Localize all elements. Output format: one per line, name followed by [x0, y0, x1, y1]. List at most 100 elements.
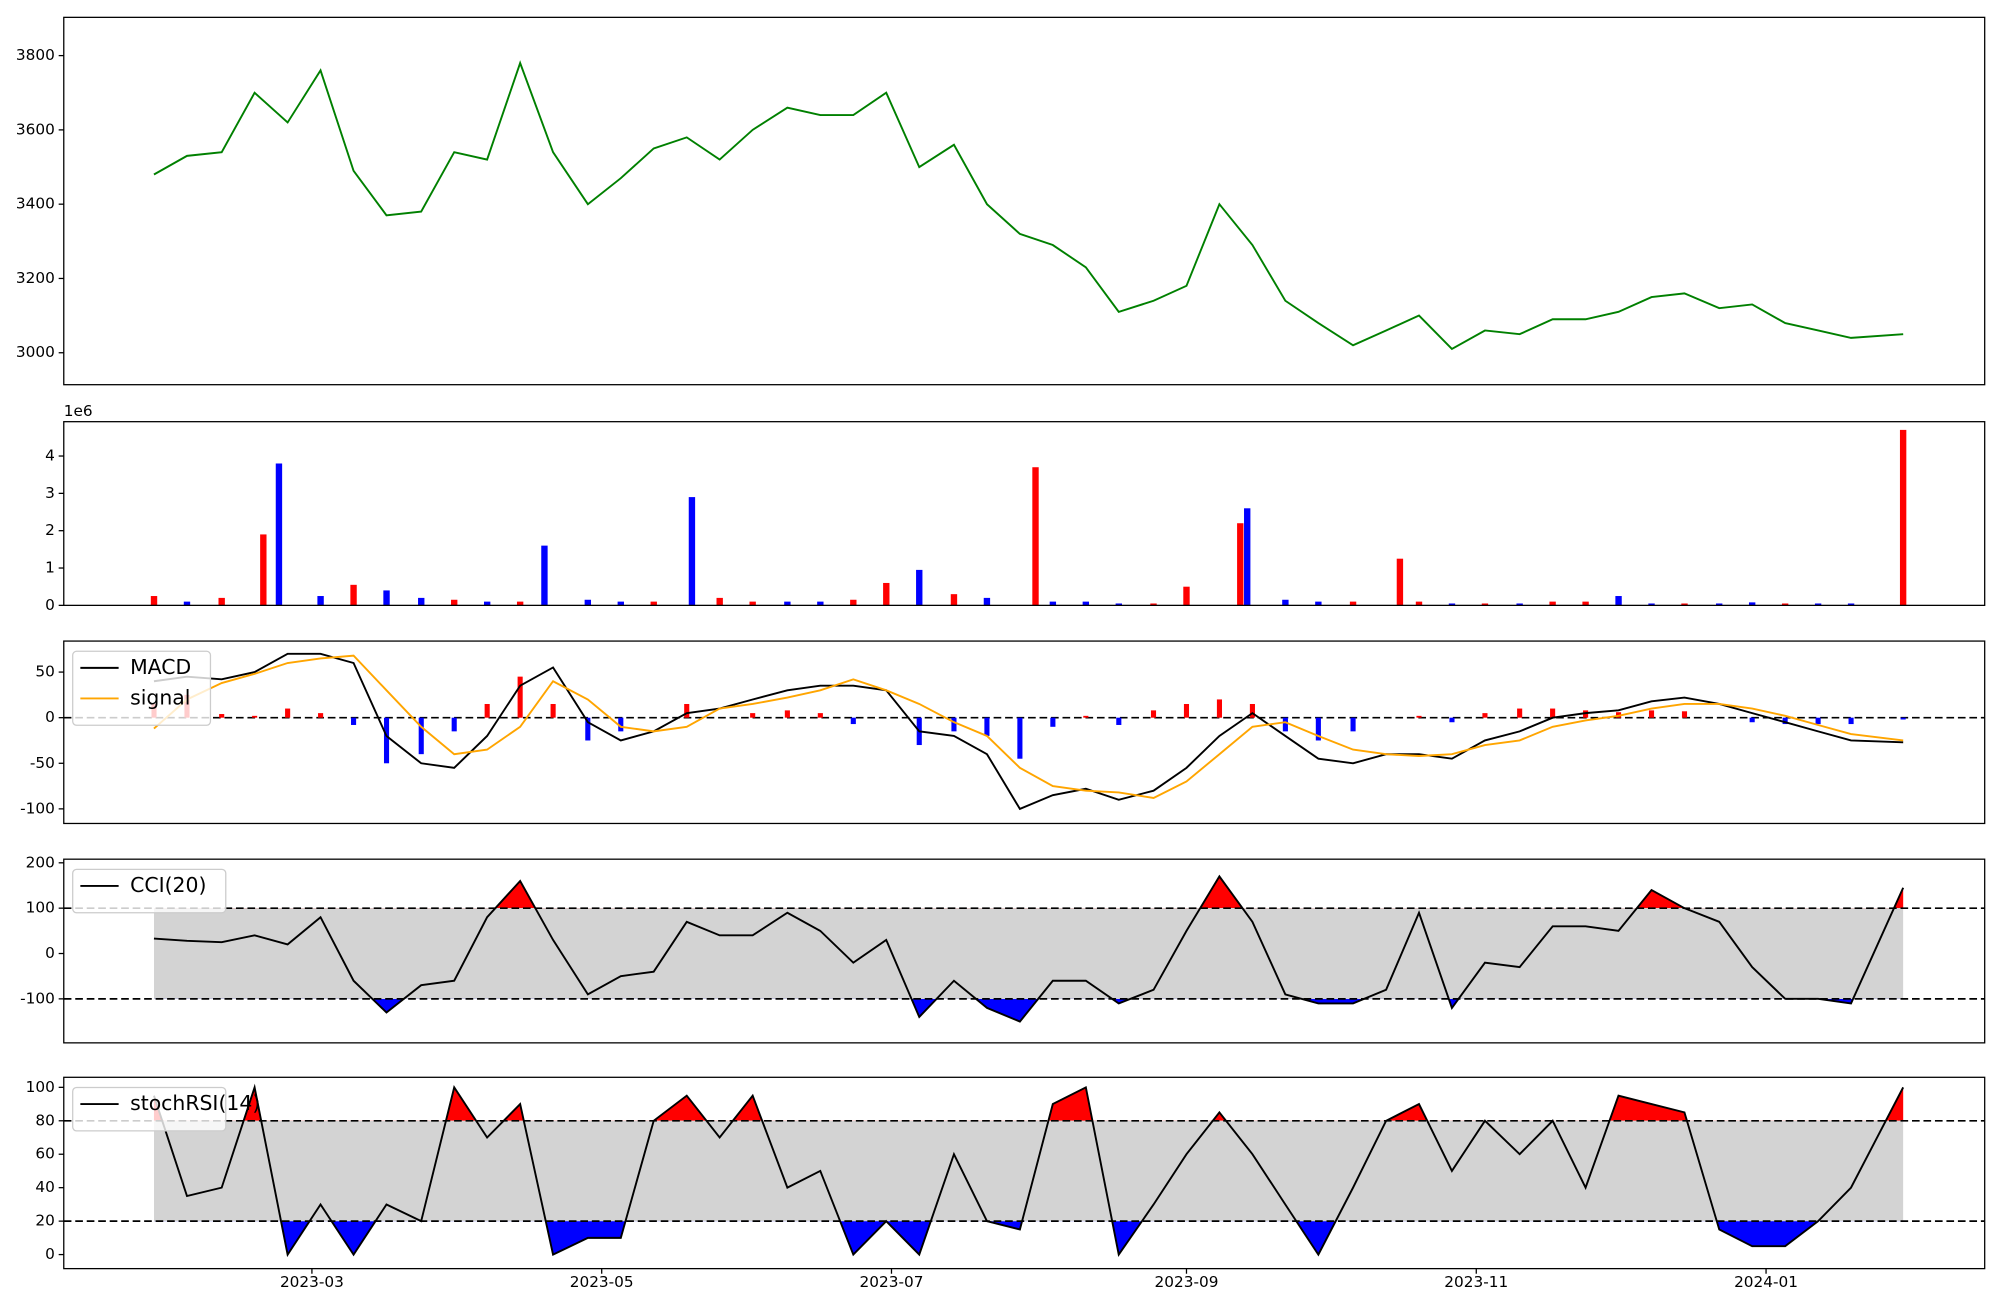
histogram-bar	[1017, 717, 1023, 759]
histogram-bar	[484, 703, 490, 718]
x-tick-label: 2024-01	[1734, 1273, 1798, 1291]
histogram-bar	[219, 714, 225, 718]
histogram-bar	[784, 710, 790, 718]
panel-frame	[63, 1076, 1986, 1270]
histogram-bar	[1550, 708, 1556, 718]
x-tick-label: 2023-05	[570, 1273, 634, 1291]
x-tick-label: 2023-11	[1444, 1273, 1508, 1291]
volume-bar	[716, 597, 723, 606]
y-tick-label: 4	[45, 447, 55, 465]
y-tick-label: 2	[45, 521, 55, 539]
histogram-bar	[618, 717, 624, 732]
legend-label: CCI(20)	[130, 873, 206, 897]
histogram-bar	[1449, 717, 1455, 723]
histogram-bar	[684, 703, 690, 718]
volume-bar	[1415, 601, 1423, 606]
y-tick-label: -100	[20, 989, 55, 1007]
y-tick-label: 3400	[16, 195, 55, 213]
volume-bar	[1748, 602, 1756, 606]
y-tick-label: -50	[30, 754, 55, 772]
histogram-bar	[1848, 717, 1854, 725]
volume-bar	[850, 599, 857, 606]
y-tick-label: 100	[26, 899, 55, 917]
volume-bar	[983, 597, 991, 606]
y-tick-label: 1	[45, 559, 55, 577]
histogram-bar	[1050, 717, 1056, 727]
volume-bar	[451, 599, 458, 606]
legend-box	[72, 1086, 227, 1132]
histogram-bar	[750, 713, 756, 718]
y-tick-label: 3000	[16, 343, 55, 361]
histogram-bar	[318, 713, 324, 718]
histogram-bar	[1350, 717, 1356, 732]
panel-frame	[63, 858, 1986, 1044]
volume-bar	[1315, 601, 1322, 606]
volume-bar	[1244, 508, 1251, 606]
y-tick-label: 3800	[16, 46, 55, 64]
indicator-line	[153, 874, 1905, 1023]
volume-bar	[1049, 601, 1057, 606]
volume-bar	[817, 601, 824, 606]
histogram-bar	[1815, 717, 1821, 725]
y-tick-label: 50	[35, 663, 54, 681]
y-tick-label: 3	[45, 484, 55, 502]
volume-bar	[383, 590, 390, 606]
neutral-band	[154, 1120, 1904, 1222]
volume-bar	[1183, 586, 1190, 606]
histogram-bar	[817, 713, 823, 718]
volume-bar	[784, 601, 791, 606]
indicator-line	[153, 1083, 1905, 1258]
volume-bar	[1150, 603, 1157, 606]
legend-label: signal	[130, 685, 190, 709]
histogram-bar	[951, 717, 957, 732]
plot-area	[63, 1083, 1985, 1258]
plot-area	[153, 60, 1904, 351]
volume-bar	[1781, 603, 1789, 606]
volume-bar	[1282, 599, 1289, 606]
volume-bar	[1847, 603, 1855, 606]
plot-area	[150, 429, 1907, 606]
y-tick-label: 200	[26, 853, 55, 871]
volume-bar	[218, 597, 225, 606]
legend-box	[72, 868, 227, 914]
volume-bar	[260, 534, 267, 606]
volume-bar	[1814, 603, 1822, 606]
histogram-bar	[1183, 703, 1190, 718]
histogram-bar	[1315, 717, 1321, 741]
volume-bar	[1615, 596, 1622, 606]
histogram-bar	[1216, 699, 1223, 718]
volume-bar	[749, 601, 756, 606]
histogram-bar	[1150, 710, 1157, 718]
legend-label: MACD	[130, 655, 191, 679]
volume-bar	[1899, 429, 1907, 606]
y-tick-label: 3600	[16, 120, 55, 138]
volume-bar	[1032, 467, 1039, 606]
volume-bar	[1237, 523, 1244, 606]
axis-offset-label: 1e6	[64, 402, 93, 420]
volume-bar	[1481, 603, 1489, 606]
histogram-bar	[383, 717, 390, 764]
histogram-bar	[1648, 710, 1655, 718]
histogram-bar	[984, 717, 990, 736]
volume-bar	[1396, 558, 1404, 606]
histogram-bar	[1282, 717, 1288, 732]
volume-bar	[617, 601, 624, 606]
volume-bar	[483, 601, 491, 606]
histogram-bar	[1416, 715, 1422, 718]
y-tick-label: 0	[45, 944, 55, 962]
volume-bar	[688, 497, 696, 606]
histogram-bar	[351, 717, 357, 725]
volume-bar	[916, 569, 923, 606]
volume-bar	[1648, 603, 1655, 606]
plot-area	[63, 874, 1985, 1023]
volume-bar	[950, 594, 958, 606]
legend-box	[72, 650, 212, 726]
volume-bar	[584, 599, 592, 606]
volume-bar	[883, 582, 890, 606]
x-tick-label: 2023-09	[1155, 1273, 1219, 1291]
histogram-bar	[1482, 713, 1488, 718]
histogram-bar	[252, 715, 258, 718]
volume-bar	[350, 584, 357, 606]
